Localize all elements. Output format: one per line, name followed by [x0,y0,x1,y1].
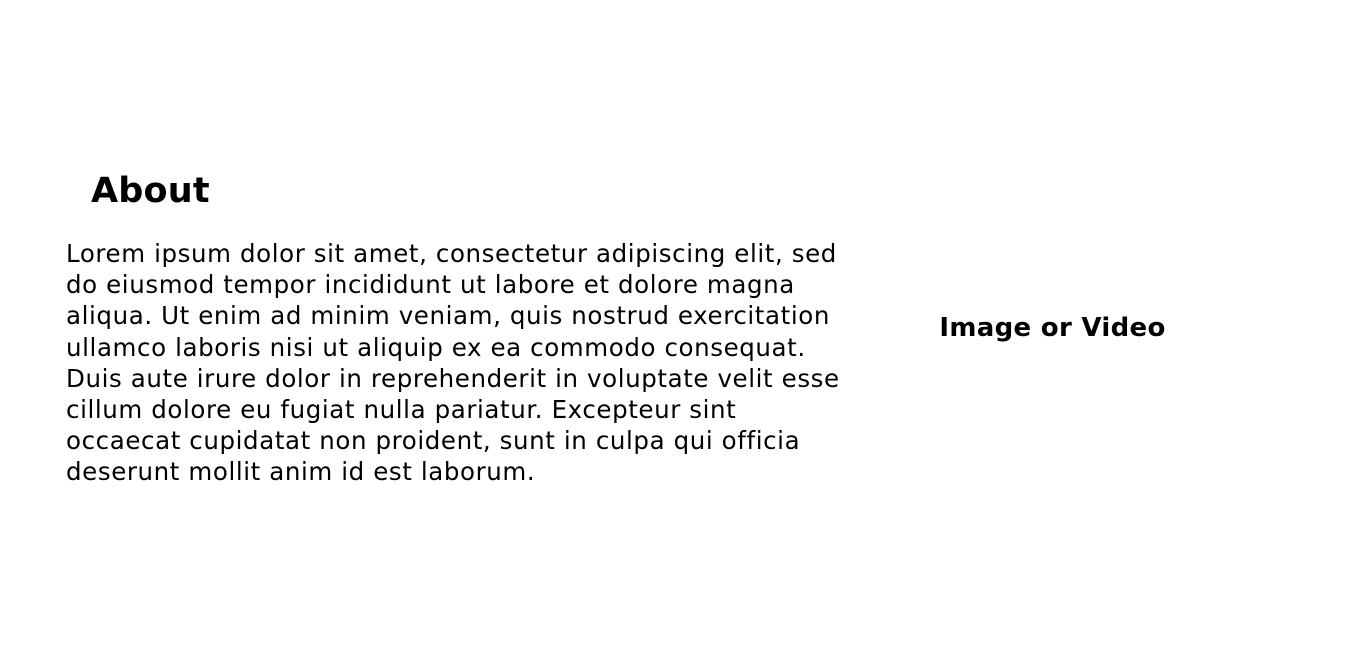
about-body-line: aliqua. Ut enim ad minim veniam, quis no… [66,301,830,331]
about-body-text: Lorem ipsum dolor sit amet, consectetur … [66,238,840,488]
about-body-line: Duis aute irure dolor in reprehenderit i… [66,363,840,393]
media-placeholder: Image or Video [900,280,1205,375]
about-body-line: ullamco laboris nisi ut aliquip ex ea co… [66,332,806,362]
about-body-line: Lorem ipsum dolor sit amet, consectetur … [66,239,837,268]
about-body-line: do eiusmod tempor incididunt ut labore e… [66,270,795,300]
about-body-line: deserunt mollit anim id est laborum. [66,457,536,487]
media-placeholder-label: Image or Video [939,312,1166,343]
about-body-line: cillum dolore eu fugiat nulla pariatur. … [66,395,737,425]
about-heading: About [91,171,210,211]
about-body-line: occaecat cupidatat non proident, sunt in… [66,426,801,456]
